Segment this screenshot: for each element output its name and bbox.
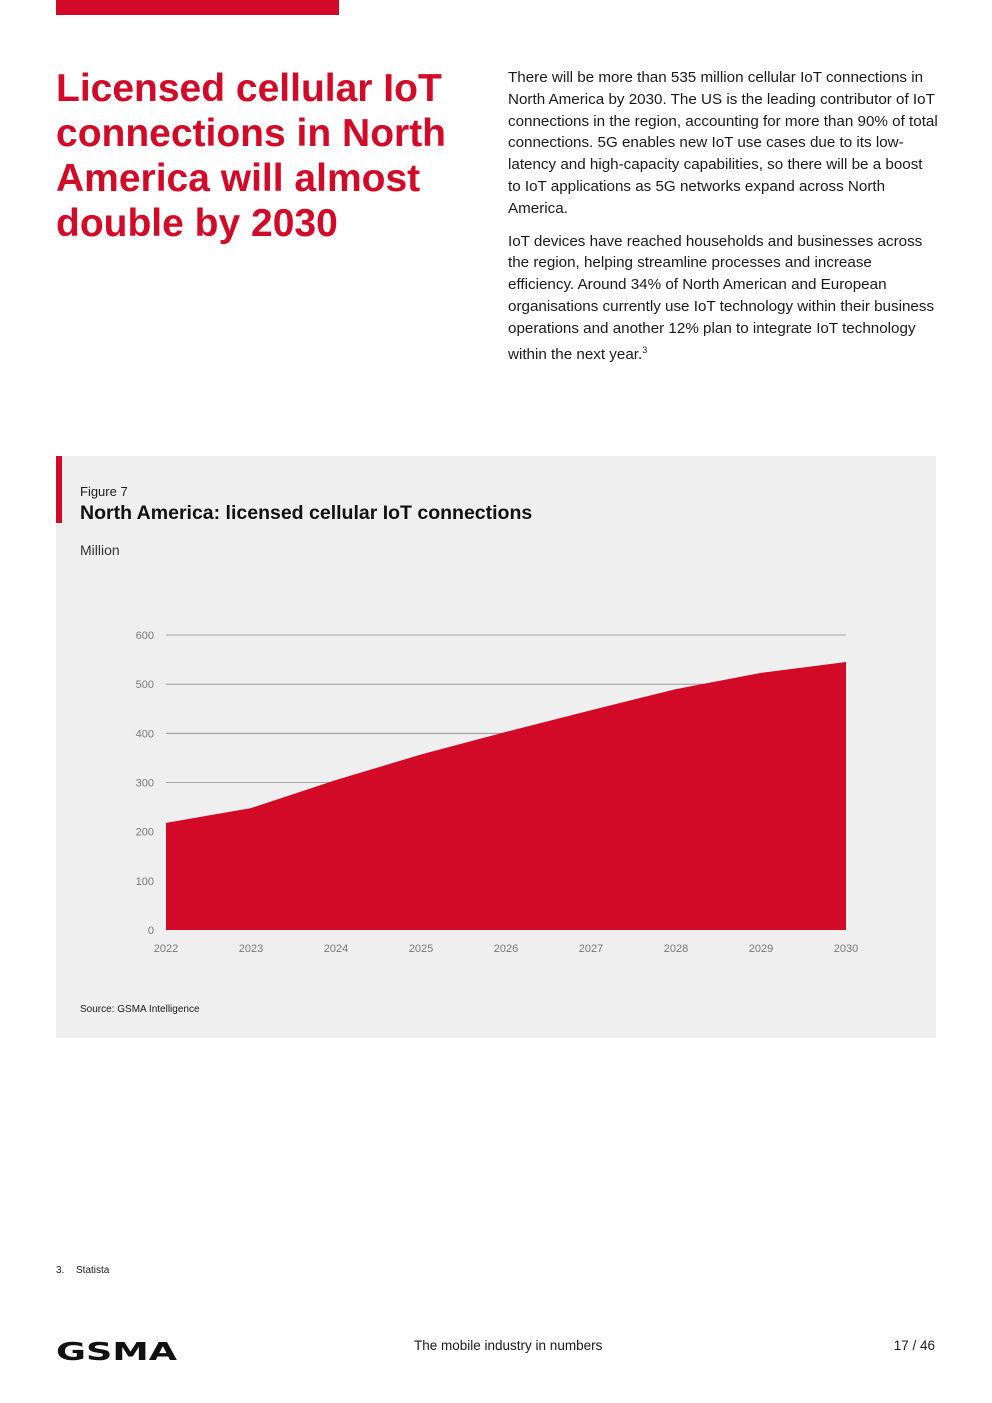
body-paragraph-1: There will be more than 535 million cell…: [508, 69, 938, 217]
series-area: [166, 662, 846, 930]
x-tick-label: 2022: [154, 943, 178, 955]
y-tick-label: 100: [136, 876, 154, 888]
figure-unit: Million: [80, 542, 120, 558]
body-text: There will be more than 535 million cell…: [508, 67, 938, 376]
figure-panel: Figure 7 North America: licensed cellula…: [56, 456, 936, 1038]
y-tick-label: 300: [136, 778, 154, 790]
x-tick-label: 2024: [324, 943, 348, 955]
figure-label: Figure 7: [80, 484, 128, 499]
body-paragraph-2: IoT devices have reached households and …: [508, 231, 938, 366]
page-number: 17 / 46: [893, 1338, 935, 1353]
y-tick-label: 500: [136, 679, 154, 691]
figure-accent-bar: [56, 456, 62, 523]
x-tick-label: 2025: [409, 943, 433, 955]
x-tick-label: 2026: [494, 943, 518, 955]
figure-source: Source: GSMA Intelligence: [80, 1004, 200, 1015]
x-tick-label: 2028: [664, 943, 688, 955]
y-tick-label: 200: [136, 827, 154, 839]
footnote: 3. Statista: [56, 1265, 109, 1276]
x-tick-label: 2029: [749, 943, 773, 955]
footnote-number: 3.: [56, 1265, 65, 1276]
footer-title: The mobile industry in numbers: [414, 1338, 603, 1353]
y-tick-label: 0: [148, 925, 154, 937]
svg-text:GSMA: GSMA: [56, 1340, 178, 1364]
x-tick-label: 2023: [239, 943, 263, 955]
x-tick-label: 2027: [579, 943, 603, 955]
top-accent-bar: [56, 0, 339, 15]
body-paragraph-2-text: IoT devices have reached households and …: [508, 232, 935, 363]
figure-title: North America: licensed cellular IoT con…: [80, 502, 533, 524]
y-tick-label: 400: [136, 728, 154, 740]
area-chart: 0 100 200 300 400 500 600 2022 2023 2024 2025 2026 2…: [136, 630, 859, 955]
y-tick-label: 600: [136, 630, 154, 642]
gsma-logo: GSMA: [56, 1340, 178, 1364]
x-tick-label: 2030: [834, 943, 858, 955]
footnote-ref[interactable]: 3: [642, 344, 648, 355]
page-headline: Licensed cellular IoT connections in Nor…: [56, 67, 446, 245]
footnote-text: Statista: [76, 1265, 110, 1276]
